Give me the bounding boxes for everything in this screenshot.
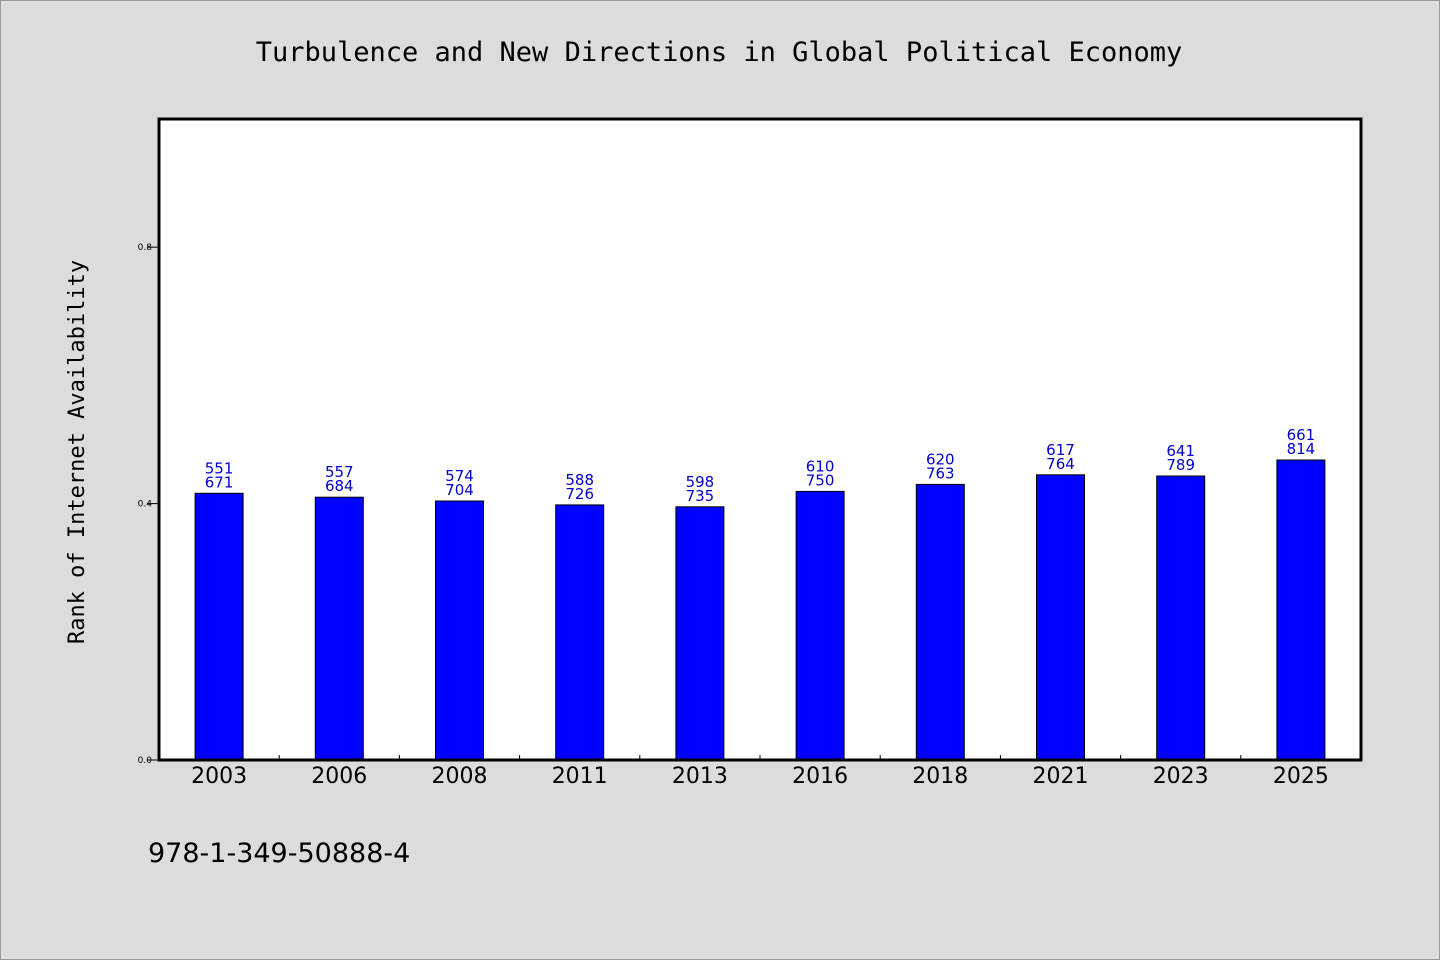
y-tick-label-0.0: 0.0 [138,756,153,766]
bar-2006 [314,496,364,761]
data-label-top-2003: 551 [205,459,234,477]
data-label-bottom-2003: 671 [205,473,234,491]
x-tick-label-2018: 2018 [912,764,968,789]
data-label-top-2008: 574 [445,467,474,485]
x-tick-label-2006: 2006 [311,764,367,789]
x-tick-label-2016: 2016 [792,764,848,789]
data-label-top-2013: 598 [686,473,715,491]
isbn-text: 978-1-349-50888-4 [148,838,410,869]
x-tick-label-2003: 2003 [191,764,247,789]
data-label-top-2011: 588 [565,471,594,489]
bar-2018 [915,483,965,761]
y-tick-label-0.8: 0.8 [138,243,153,253]
x-tick-label-2013: 2013 [672,764,728,789]
data-label-bottom-2016: 750 [806,471,835,489]
x-axis: 2003 2006 2008 2011 2013 2016 2018 2021 2023 2025 [191,755,1329,789]
x-tick-label-2021: 2021 [1033,764,1089,789]
data-labels-group: 5516715576845747045887265987356107506207… [205,426,1315,505]
bar-2021 [1036,474,1085,761]
bar-2016 [795,490,845,761]
x-tick-label-2025: 2025 [1273,764,1329,789]
bars-group [194,459,1326,761]
x-tick-label-2008: 2008 [432,764,488,789]
data-label-bottom-2008: 704 [445,481,474,499]
y-axis-label: Rank of Internet Availability [65,260,90,644]
x-tick-label-2011: 2011 [552,764,608,789]
data-label-top-2016: 610 [806,457,835,475]
y-axis: 0.0 0.4 0.8 [138,243,159,766]
bar-2013 [675,506,725,761]
data-label-bottom-2023: 789 [1166,456,1195,474]
data-label-bottom-2011: 726 [565,485,594,503]
bar-2023 [1156,475,1206,761]
bar-2025 [1276,459,1326,761]
data-label-bottom-2013: 735 [686,487,715,505]
bar-2003 [194,492,244,761]
y-tick-label-0.4: 0.4 [138,500,153,510]
data-label-bottom-2021: 764 [1046,455,1075,473]
bar-2008 [435,500,484,761]
data-label-top-2025: 661 [1287,426,1316,444]
data-label-bottom-2018: 763 [926,464,955,482]
data-label-bottom-2006: 684 [325,477,354,495]
data-label-top-2018: 620 [926,450,955,468]
bar-2011 [555,504,605,761]
chart-title: Turbulence and New Directions in Global … [256,37,1183,68]
data-label-top-2023: 641 [1166,442,1195,460]
x-tick-label-2023: 2023 [1153,764,1209,789]
data-label-bottom-2025: 814 [1287,440,1316,458]
data-label-top-2021: 617 [1046,441,1075,459]
data-label-top-2006: 557 [325,463,354,481]
